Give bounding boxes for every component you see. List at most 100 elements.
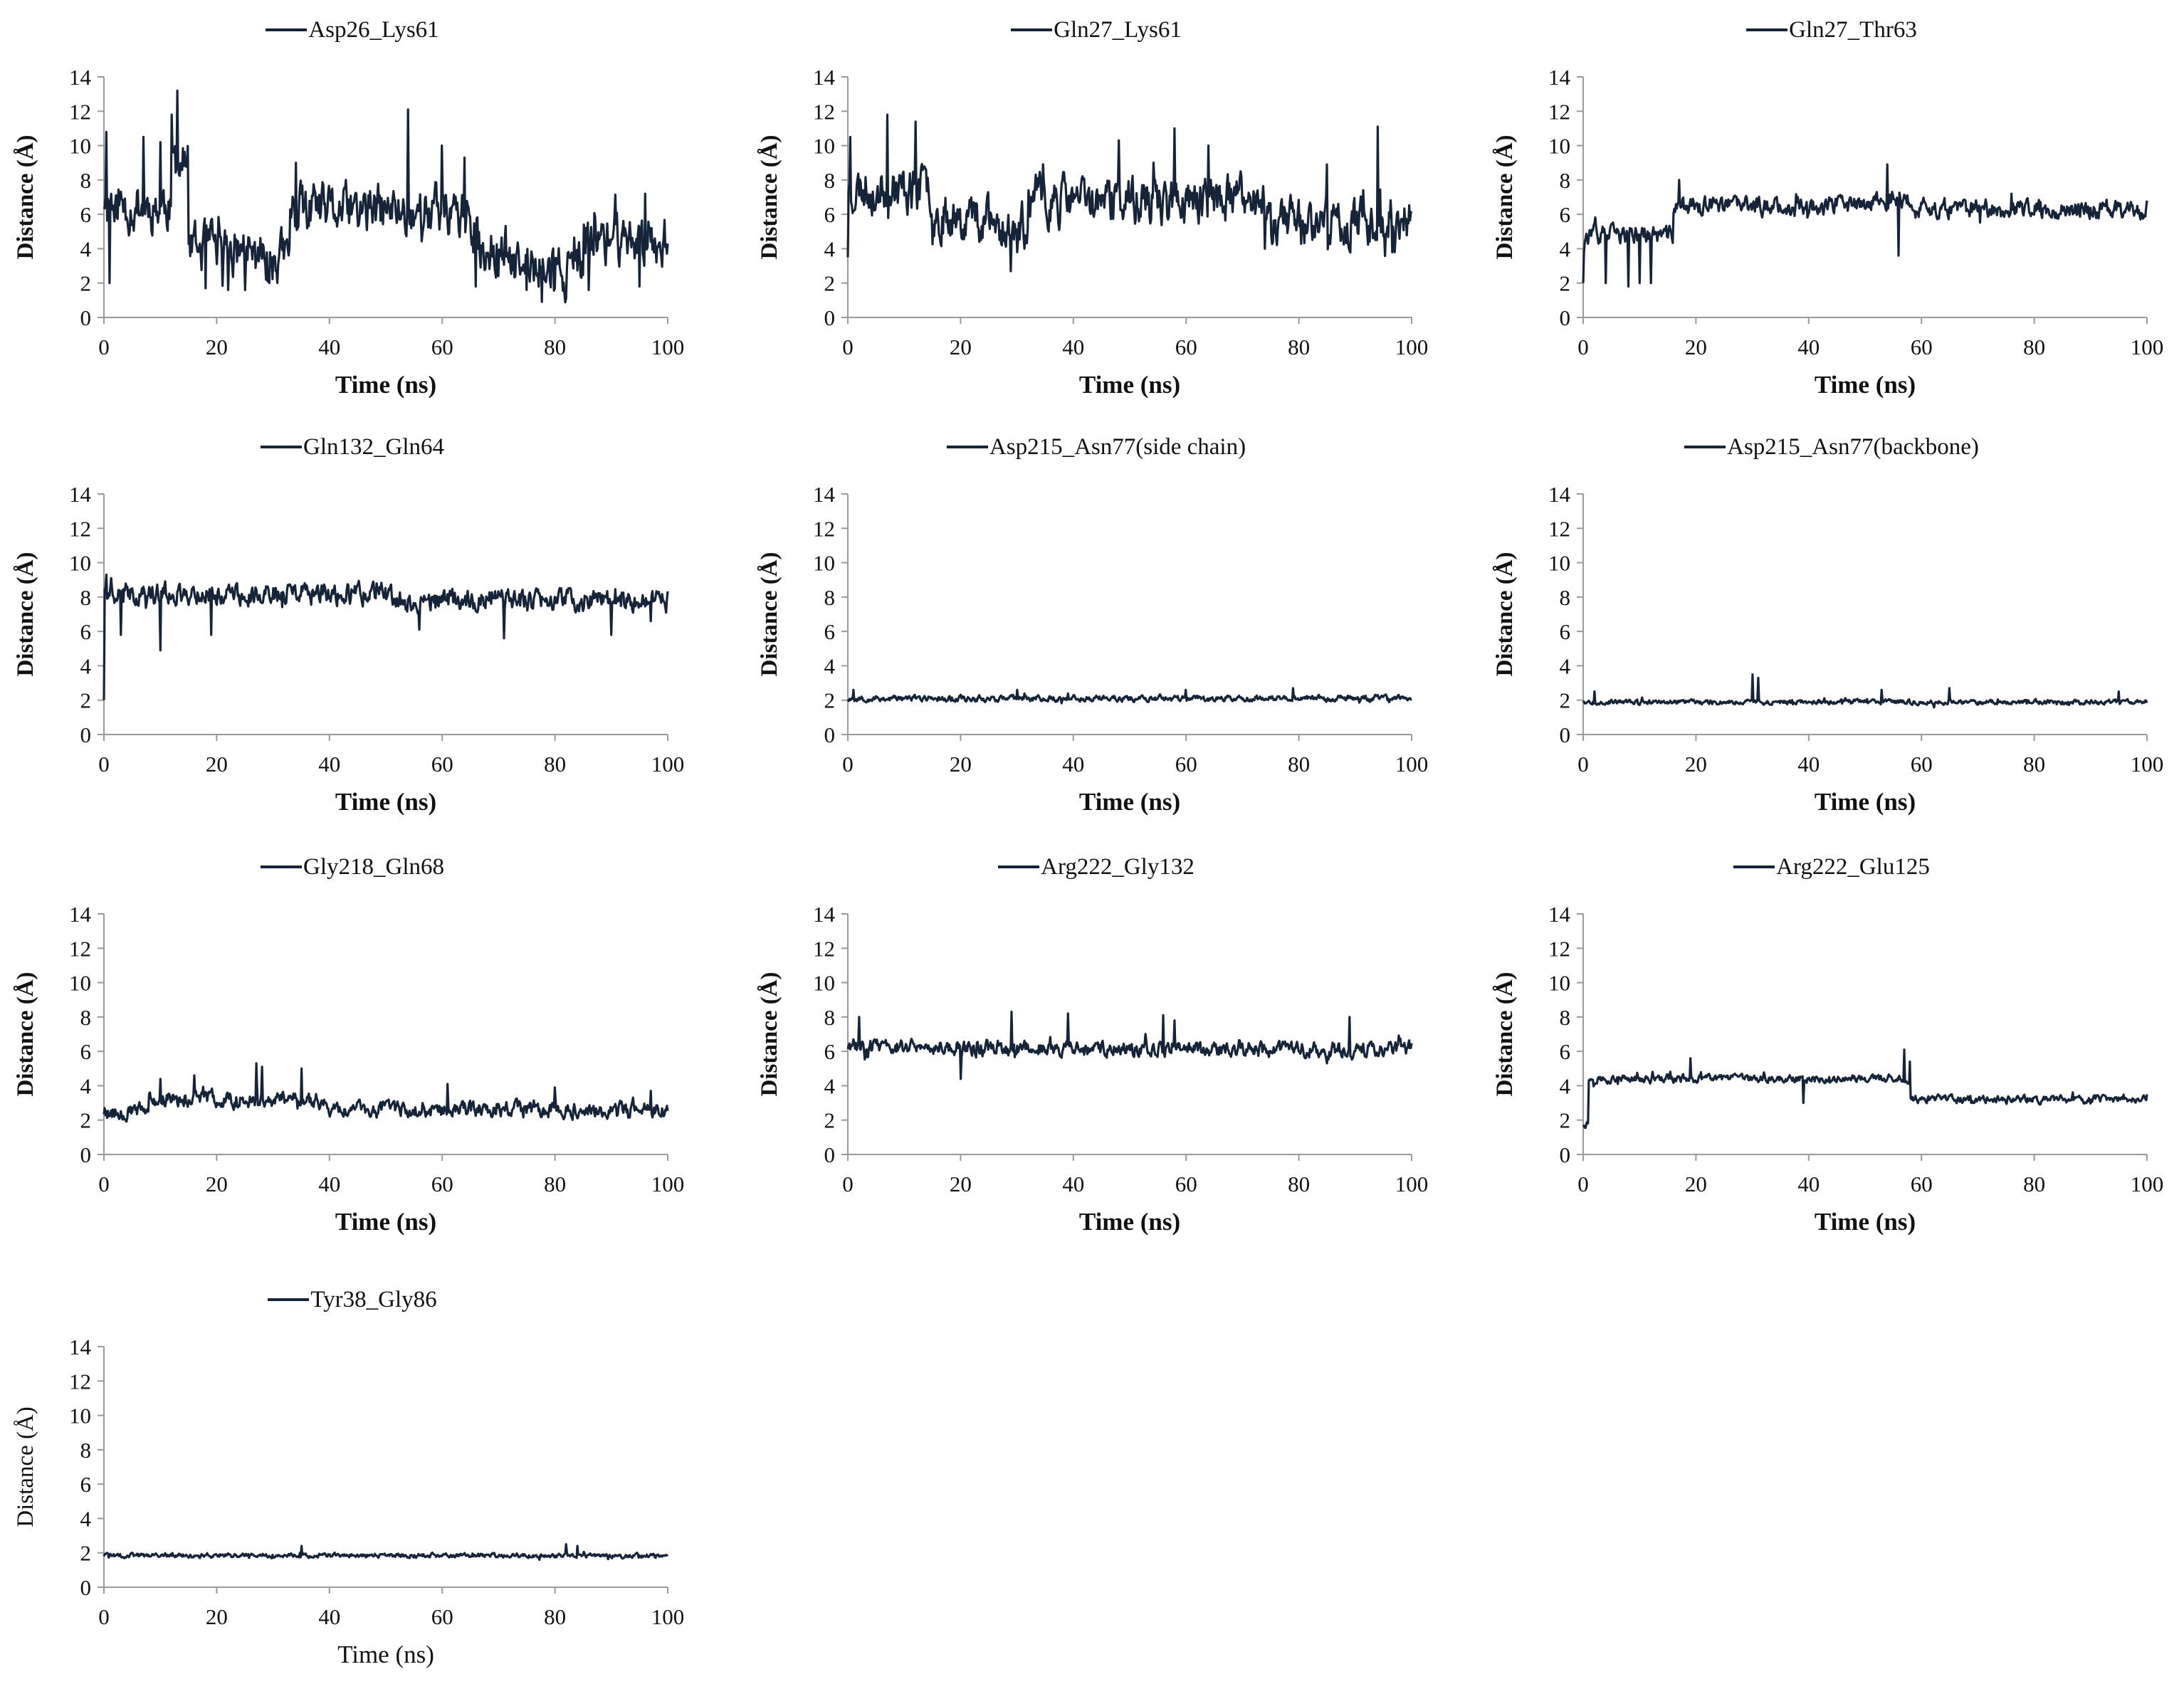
x-tick-label: 80 [544, 1604, 566, 1629]
y-tick-label: 8 [824, 1005, 836, 1030]
x-tick-label: 60 [431, 1172, 453, 1196]
y-tick-label: 8 [824, 168, 836, 193]
y-tick-label: 0 [1560, 305, 1571, 330]
legend-line-swatch [1011, 28, 1053, 32]
x-tick-label: 100 [651, 1604, 685, 1629]
y-tick-label: 8 [1560, 1005, 1571, 1030]
x-tick-label: 100 [2131, 752, 2164, 777]
x-tick-label: 60 [1175, 1172, 1197, 1196]
series-line [103, 1062, 669, 1123]
y-tick-label: 10 [1548, 134, 1570, 159]
x-tick-label: 40 [318, 1172, 340, 1196]
x-tick-label: 80 [2023, 752, 2045, 777]
y-tick-label: 12 [1548, 99, 1570, 124]
x-axis-label: Time (ns) [1815, 371, 1916, 399]
y-tick-label: 8 [824, 585, 836, 610]
chart-legend: Gly218_Gln68 [0, 853, 705, 880]
chart-panel: Gly218_Gln68 0 2 4 6 8 10 12 14 0 20 40 60 80 100 Time … [0, 853, 705, 1237]
series-line [846, 113, 1413, 273]
chart-plot: 0 2 4 6 8 10 12 14 0 20 40 60 80 100 Time (ns) Distance… [1492, 65, 2164, 399]
legend-line-swatch [998, 865, 1040, 869]
y-tick-label: 6 [1560, 619, 1571, 644]
y-tick-label: 14 [1548, 902, 1571, 927]
x-axis-label: Time (ns) [335, 1208, 436, 1236]
y-tick-label: 4 [824, 236, 836, 261]
y-tick-label: 0 [80, 722, 92, 747]
x-tick-label: 60 [1911, 752, 1933, 777]
x-tick-label: 80 [544, 752, 566, 777]
chart-plot: 0 2 4 6 8 10 12 14 0 20 40 60 80 100 Time (ns) Distance… [1492, 482, 2164, 816]
x-axis-label: Time (ns) [335, 371, 436, 399]
y-tick-label: 4 [1560, 653, 1571, 678]
y-tick-label: 6 [80, 1039, 92, 1064]
y-tick-label: 6 [824, 1039, 836, 1064]
legend-line-swatch [261, 446, 302, 449]
legend-line-swatch [1746, 28, 1788, 32]
y-tick-label: 0 [824, 722, 836, 747]
x-tick-label: 100 [2131, 335, 2164, 359]
x-tick-label: 40 [1062, 752, 1084, 777]
chart-legend: Gln27_Lys61 [744, 16, 1449, 43]
y-axis-label: Distance (Å) [12, 1406, 38, 1527]
y-tick-label: 14 [69, 902, 92, 927]
y-tick-label: 4 [80, 1073, 92, 1098]
chart-legend: Asp215_Asn77(side chain) [744, 433, 1449, 461]
y-tick-label: 14 [69, 482, 92, 507]
y-tick-label: 14 [813, 482, 836, 507]
y-tick-label: 10 [69, 134, 91, 159]
x-tick-label: 20 [1685, 335, 1707, 359]
x-axis-label: Time (ns) [335, 788, 436, 816]
chart-plot: 0 2 4 6 8 10 12 14 0 20 40 60 80 100 Time (ns) Distance… [757, 902, 1428, 1236]
y-tick-label: 2 [824, 688, 836, 713]
y-tick-label: 4 [824, 1073, 836, 1098]
series-line [103, 1543, 669, 1562]
x-axis-label: Time (ns) [1079, 1208, 1180, 1236]
x-tick-label: 60 [431, 335, 453, 359]
y-tick-label: 4 [80, 1506, 92, 1531]
x-tick-label: 0 [1577, 752, 1589, 777]
chart-legend: Arg222_Glu125 [1479, 853, 2184, 880]
y-tick-label: 4 [1560, 236, 1571, 261]
y-tick-label: 0 [80, 305, 92, 330]
chart-legend: Arg222_Gly132 [744, 853, 1449, 880]
y-tick-label: 4 [1560, 1073, 1571, 1098]
x-tick-label: 20 [206, 335, 228, 359]
y-tick-label: 10 [69, 971, 91, 996]
y-tick-label: 8 [1560, 585, 1571, 610]
series-line [1582, 673, 2148, 709]
y-tick-label: 10 [1548, 551, 1570, 576]
legend-label: Gln132_Gln64 [303, 433, 444, 460]
x-tick-label: 60 [1175, 335, 1197, 359]
y-tick-label: 8 [80, 1438, 92, 1463]
x-tick-label: 20 [1685, 1172, 1707, 1196]
x-tick-label: 0 [1577, 335, 1589, 359]
x-tick-label: 100 [2131, 1172, 2164, 1196]
y-tick-label: 10 [813, 551, 835, 576]
y-tick-label: 0 [80, 1575, 92, 1600]
x-tick-label: 40 [1797, 335, 1820, 359]
y-axis-label: Distance (Å) [1492, 552, 1518, 676]
y-tick-label: 8 [80, 168, 92, 193]
chart-plot: 0 2 4 6 8 10 12 14 0 20 40 60 80 100 Time (ns) Distance… [13, 902, 684, 1236]
x-tick-label: 40 [318, 335, 340, 359]
chart-panel: Arg222_Gly132 0 2 4 6 8 10 12 14 0 20 40 60 80 100 Time… [744, 853, 1449, 1237]
y-tick-label: 8 [80, 585, 92, 610]
y-tick-label: 8 [80, 1005, 92, 1030]
x-tick-label: 100 [651, 335, 685, 359]
legend-label: Gly218_Gln68 [303, 853, 444, 880]
y-tick-label: 4 [80, 236, 92, 261]
y-tick-label: 12 [69, 516, 91, 541]
chart-panel: Arg222_Glu125 0 2 4 6 8 10 12 14 0 20 40 60 80 100 Time… [1479, 853, 2184, 1237]
y-tick-label: 2 [80, 688, 92, 713]
y-tick-label: 6 [80, 619, 92, 644]
chart-panel: Asp26_Lys61 0 2 4 6 8 10 12 14 0 20 40 60 80 100 Time (… [0, 16, 705, 400]
y-tick-label: 10 [69, 551, 91, 576]
series-line [103, 573, 669, 700]
x-tick-label: 60 [1911, 335, 1933, 359]
chart-legend: Asp26_Lys61 [0, 16, 705, 43]
y-axis-label: Distance (Å) [13, 972, 38, 1096]
y-tick-label: 14 [813, 902, 836, 927]
x-tick-label: 80 [544, 335, 566, 359]
chart-panel: Asp215_Asn77(backbone) 0 2 4 6 8 10 12 14 0 20 40 60… [1479, 433, 2184, 817]
